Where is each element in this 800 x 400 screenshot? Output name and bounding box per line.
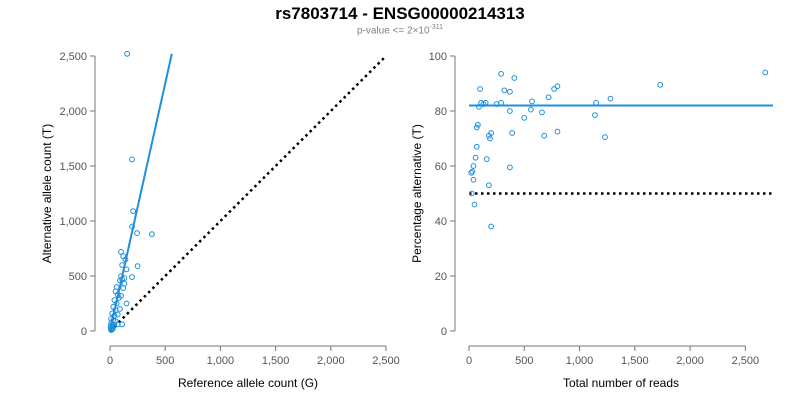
y-tick-label: 100 xyxy=(429,51,447,63)
x-tick-label: 2,000 xyxy=(317,355,345,367)
data-point xyxy=(498,70,504,77)
data-point xyxy=(471,201,478,208)
data-point xyxy=(124,50,131,57)
data-point xyxy=(541,132,548,139)
subtitle-exponent: -311 xyxy=(429,24,444,31)
y-tick-label: 2,500 xyxy=(59,51,87,63)
data-point xyxy=(602,134,608,141)
data-point xyxy=(119,321,126,328)
y-axis-title: Percentage alternative (T) xyxy=(410,124,424,263)
data-point xyxy=(134,230,140,237)
data-point xyxy=(114,311,121,318)
x-tick-label: 0 xyxy=(107,355,113,367)
y-tick-label: 1,500 xyxy=(59,161,87,173)
data-point xyxy=(554,128,561,135)
data-point xyxy=(545,94,552,101)
data-point xyxy=(528,106,534,113)
x-tick-label: 1,500 xyxy=(621,355,649,367)
data-point xyxy=(474,121,481,128)
data-point xyxy=(488,223,495,230)
data-point xyxy=(592,112,598,119)
data-point xyxy=(511,75,518,81)
x-tick-label: 1,500 xyxy=(262,355,290,367)
x-tick-label: 2,000 xyxy=(676,355,704,367)
data-point xyxy=(476,103,482,110)
data-point xyxy=(473,143,480,150)
x-tick-label: 2,500 xyxy=(732,355,760,367)
data-point xyxy=(130,208,137,215)
data-point xyxy=(483,156,490,163)
x-tick-label: 2,500 xyxy=(372,355,400,367)
x-axis-title: Reference allele count (G) xyxy=(178,376,318,390)
data-point xyxy=(472,154,479,161)
data-point xyxy=(470,163,477,169)
y-tick-label: 20 xyxy=(435,271,447,283)
chart-subtitle: p-value <= 2×10-311 xyxy=(0,24,800,36)
subtitle-prefix: p-value <= 2×10 xyxy=(356,25,430,37)
y-tick-label: 500 xyxy=(69,271,87,283)
data-point xyxy=(607,95,614,102)
data-point xyxy=(129,156,135,163)
data-point xyxy=(129,274,135,281)
data-point xyxy=(551,86,558,92)
data-point xyxy=(468,190,475,197)
chart-title: rs7803714 - ENSG00000214313 xyxy=(275,4,525,23)
data-point xyxy=(117,306,123,312)
x-axis-title: Total number of reads xyxy=(563,376,679,390)
data-point xyxy=(762,69,769,76)
data-point xyxy=(123,300,130,307)
y-tick-label: 0 xyxy=(81,326,87,338)
y-tick-label: 0 xyxy=(441,326,447,338)
x-tick-label: 1,000 xyxy=(566,355,594,367)
y-tick-label: 1,000 xyxy=(59,216,87,228)
data-point xyxy=(120,285,127,292)
y-tick-label: 80 xyxy=(435,106,447,118)
data-point xyxy=(485,182,492,189)
data-point xyxy=(529,98,535,105)
panel-1: 0 500 1,000 1,500 2,000 2,500 0 500 1,000 1,500 2,… xyxy=(40,50,400,390)
fit-line xyxy=(109,53,173,332)
data-point xyxy=(469,168,476,175)
data-point xyxy=(118,248,124,255)
x-tick-label: 0 xyxy=(466,355,472,367)
data-point xyxy=(493,101,500,108)
y-tick-label: 2,000 xyxy=(59,106,87,118)
data-point xyxy=(657,81,664,88)
y-tick-label: 40 xyxy=(435,216,447,228)
data-point xyxy=(477,86,483,92)
data-point xyxy=(134,263,141,270)
data-point xyxy=(507,88,513,95)
data-point xyxy=(473,124,480,131)
x-tick-label: 500 xyxy=(515,355,533,367)
panel-2: 0 20 40 60 80 100 0 500 1,000 1,500 2,000 2,500 Tota… xyxy=(410,51,773,390)
data-point xyxy=(485,132,492,139)
y-tick-label: 60 xyxy=(435,161,447,173)
data-point xyxy=(507,108,513,114)
data-point xyxy=(501,87,508,94)
reference-line xyxy=(109,55,387,332)
data-point xyxy=(468,169,475,176)
x-tick-label: 1,000 xyxy=(207,355,235,367)
data-point xyxy=(509,130,516,136)
x-tick-label: 500 xyxy=(156,355,174,367)
data-point xyxy=(593,99,600,106)
y-axis-title: Alternative allele count (T) xyxy=(40,124,54,263)
data-point xyxy=(521,114,528,121)
data-point xyxy=(507,164,513,171)
data-point xyxy=(149,231,155,238)
data-point xyxy=(470,176,477,183)
data-point xyxy=(487,135,493,142)
data-point xyxy=(539,109,545,116)
